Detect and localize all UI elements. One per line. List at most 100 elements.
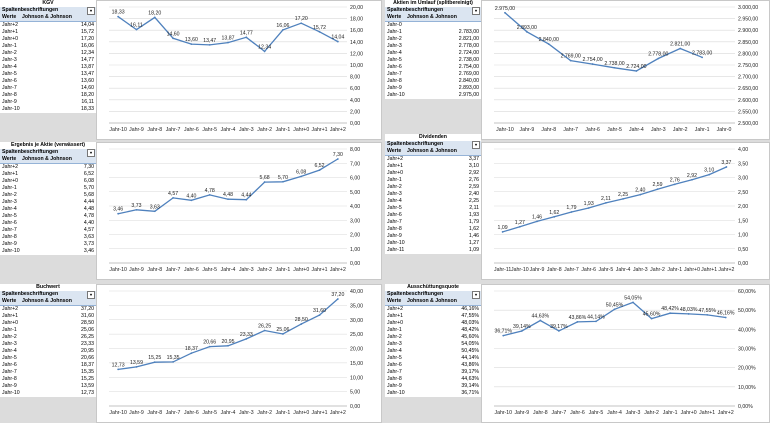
row-label: Jahr-4 (387, 198, 402, 204)
data-point (117, 15, 120, 18)
data-point (135, 208, 138, 211)
y-tick-label: 1,00 (350, 247, 360, 253)
row-value: 20,66 (81, 355, 94, 361)
data-point (576, 321, 579, 323)
row-value: 14,04 (81, 22, 94, 28)
data-label: 3,46 (113, 207, 123, 213)
row-label: Jahr-5 (2, 213, 17, 219)
data-point (208, 193, 211, 196)
row-label: Jahr-7 (2, 369, 17, 375)
table-row: Jahr-7 15,35 (0, 369, 96, 376)
line-chart: 0,00 0,50 1,00 1,50 2,00 2,50 3,00 3,50 4,00 Jahr… (494, 147, 748, 273)
data-label: 12,73 (112, 362, 125, 368)
data-point (153, 361, 156, 364)
filter-dropdown-icon[interactable]: ▾ (472, 291, 480, 299)
line-chart: 0,00 1,00 2,00 3,00 4,00 5,00 6,00 7,00 8,00 Jahr… (109, 147, 360, 273)
data-label: 39,17% (550, 324, 568, 330)
row-value: 4,40 (83, 220, 94, 226)
row-label: Jahr-9 (2, 241, 17, 247)
column-labels-header: Spaltenbeschriftungen ▾ (385, 141, 481, 149)
x-tick-label: Jahr-3 (239, 410, 254, 416)
pivot-table-kgv: KGV Spaltenbeschriftungen ▾ Werte Johnson & … (0, 0, 96, 113)
row-value: 4,57 (83, 227, 94, 233)
chart-ausschuettungsquote[interactable]: 0,00% 10,00% 20,00% 30,00% 40,00% 50,00% 60,00… (481, 284, 770, 423)
filter-dropdown-icon[interactable]: ▾ (87, 149, 95, 157)
x-tick-label: Jahr-6 (581, 267, 596, 273)
chart-aktien-im-umlauf[interactable]: 2.500,00 2.550,00 2.600,00 2.650,00 2.700,00… (481, 0, 770, 140)
x-tick-label: Jahr-3 (239, 127, 254, 133)
y-tick-label: 6,00 (350, 86, 360, 92)
row-label: Jahr-1 (387, 29, 402, 35)
row-label: Jahr+0 (387, 320, 404, 326)
data-label: 16,11 (130, 23, 143, 29)
row-label: Jahr+1 (387, 163, 404, 169)
table-row: Jahr-1 5,70 (0, 185, 96, 192)
y-tick-label: 60,00% (738, 289, 756, 295)
table-row: Jahr-0 (385, 22, 481, 29)
data-label: 48,42% (661, 306, 679, 312)
table-row: Jahr-6 4,40 (0, 220, 96, 227)
row-label: Jahr-10 (387, 92, 405, 98)
values-header: Werte Johnson & Johnson (385, 148, 481, 156)
chart-dividenden[interactable]: 0,00 0,50 1,00 1,50 2,00 2,50 3,00 3,50 4,00 Jahr… (481, 142, 770, 280)
filter-dropdown-icon[interactable]: ▾ (87, 7, 95, 15)
row-label: Jahr-4 (387, 50, 402, 56)
data-label: 43,86% (569, 315, 587, 321)
chart-ergebnis-je-aktie[interactable]: 0,00 1,00 2,00 3,00 4,00 5,00 6,00 7,00 8,00 Jahr… (96, 142, 382, 280)
y-tick-label: 40,00% (738, 327, 756, 333)
table-title: Buchwert (36, 284, 60, 290)
x-tick-label: Jahr-10 (496, 127, 514, 133)
data-point (639, 193, 642, 196)
data-point (679, 47, 682, 50)
filter-dropdown-icon[interactable]: ▾ (472, 141, 480, 149)
table-row: Jahr-10 36,71% (385, 390, 481, 397)
x-tick-label: Jahr-3 (651, 127, 666, 133)
row-label: Jahr-4 (2, 64, 17, 70)
row-label: Jahr-9 (387, 233, 402, 239)
table-row: Jahr-3 2,40 (385, 191, 481, 198)
row-label: Jahr+0 (387, 170, 404, 176)
data-label: 36,71% (494, 329, 512, 335)
table-row: Jahr-1 48,42% (385, 327, 481, 334)
row-label: Jahr-8 (2, 92, 17, 98)
y-tick-label: 2.650,00 (738, 86, 758, 92)
filter-dropdown-icon[interactable]: ▾ (472, 7, 480, 15)
data-label: 2.754,00 (582, 57, 602, 63)
row-value: 13,60 (81, 78, 94, 84)
column-labels-label: Spaltenbeschriftungen (2, 7, 59, 13)
data-label: 31,60 (313, 308, 326, 314)
y-tick-label: 30,00% (738, 347, 756, 353)
data-point (622, 197, 625, 200)
row-label: Jahr-9 (387, 85, 402, 91)
values-header: Werte Johnson & Johnson (0, 156, 96, 164)
data-label: 2,59 (652, 182, 662, 188)
row-value: 15,25 (81, 376, 94, 382)
data-point (318, 169, 321, 171)
row-label: Jahr-7 (2, 85, 17, 91)
data-label: 15,25 (148, 355, 161, 361)
x-tick-label: Jahr-2 (673, 127, 688, 133)
row-label: Jahr-2 (387, 184, 402, 190)
x-tick-label: Jahr+0 (293, 410, 309, 416)
x-tick-label: Jahr-9 (129, 410, 144, 416)
row-label: Jahr+2 (2, 22, 19, 28)
chart-kgv[interactable]: 0,00 2,00 4,00 6,00 8,00 10,00 12,00 14,00 16,00… (96, 0, 382, 140)
x-tick-label: Jahr-1 (667, 267, 682, 273)
table-row: Jahr-7 14,60 (0, 85, 96, 92)
data-label: 45,60% (643, 312, 661, 318)
data-point (227, 344, 229, 347)
data-label: 26,25 (258, 324, 271, 330)
row-value: 3,73 (83, 241, 94, 247)
chart-buchwert[interactable]: 0,00 5,00 10,00 15,00 20,00 25,00 30,00 35,00 40… (96, 284, 382, 423)
row-label: Jahr-6 (2, 220, 17, 226)
x-tick-label: Jahr-2 (650, 267, 665, 273)
row-value: 2.754,00 (458, 64, 479, 70)
table-title: KGV (42, 0, 54, 6)
data-point (190, 199, 193, 202)
row-value: 2,76 (468, 177, 479, 183)
row-label: Jahr-1 (387, 327, 402, 333)
filter-dropdown-icon[interactable]: ▾ (87, 291, 95, 299)
row-value: 45,60% (461, 334, 479, 340)
y-tick-label: 4,00 (350, 204, 360, 210)
row-value: 36,71% (461, 390, 479, 396)
